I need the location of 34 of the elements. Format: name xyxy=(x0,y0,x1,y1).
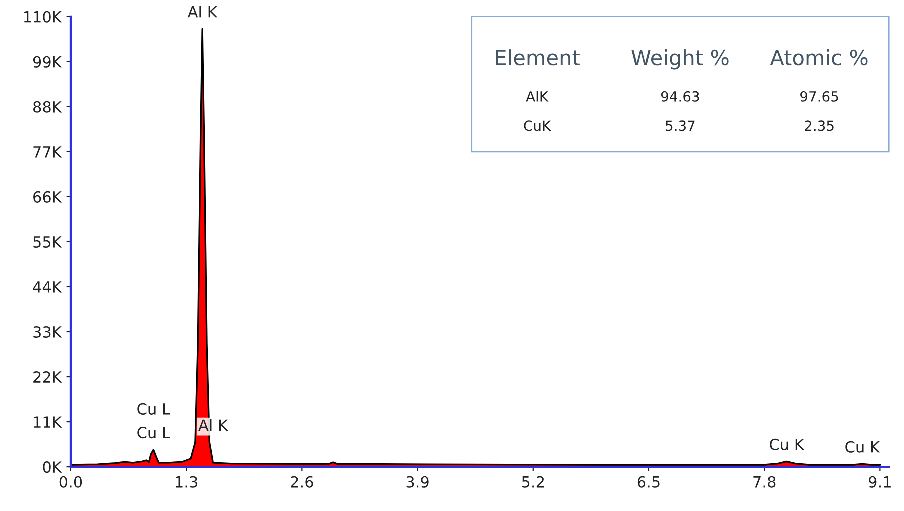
y-tick-label: 55K xyxy=(34,236,62,248)
annotation: Al K xyxy=(188,6,218,18)
annotation: 5.37 xyxy=(666,120,695,132)
annotation: CuK xyxy=(524,120,552,132)
y-tick-label: 44K xyxy=(33,282,62,293)
annotation: Weight % xyxy=(632,50,729,70)
y-tick-label: 0K xyxy=(43,462,62,474)
annotation: 94.63 xyxy=(661,91,700,102)
y-tick-label: 77K xyxy=(34,146,62,158)
annotation: Cu L xyxy=(138,427,170,439)
y-tick-label: 99K xyxy=(33,56,62,68)
y-tick-label: 22K xyxy=(34,371,62,383)
x-tick-label: 3.9 xyxy=(406,476,429,488)
x-tick-label: 6.5 xyxy=(638,476,660,488)
y-tick-label: 11K xyxy=(34,416,62,428)
annotation: 2.35 xyxy=(805,120,834,132)
y-tick-label: 110K xyxy=(24,11,62,23)
x-tick-label: 7.8 xyxy=(754,476,776,488)
x-tick-label: 1.3 xyxy=(176,476,198,488)
x-tick-label: 9.1 xyxy=(869,476,891,488)
annotation: Atomic % xyxy=(770,50,868,66)
y-tick-label: 66K xyxy=(34,191,62,203)
y-tick-label: 33K xyxy=(34,326,62,338)
x-tick-label: 5.2 xyxy=(522,476,544,488)
annotation: Cu L xyxy=(138,403,170,415)
x-tick-label: 2.6 xyxy=(291,476,314,488)
annotation: Cu K xyxy=(846,441,880,453)
x-tick-label: 0.0 xyxy=(60,476,82,488)
y-tick-label: 88K xyxy=(34,101,62,113)
annotation: Cu K xyxy=(770,438,805,450)
annotation: 97.65 xyxy=(800,91,838,102)
annotation: AlK xyxy=(526,91,549,102)
annotation: Al K xyxy=(198,419,228,431)
annotation: Element xyxy=(496,50,580,66)
